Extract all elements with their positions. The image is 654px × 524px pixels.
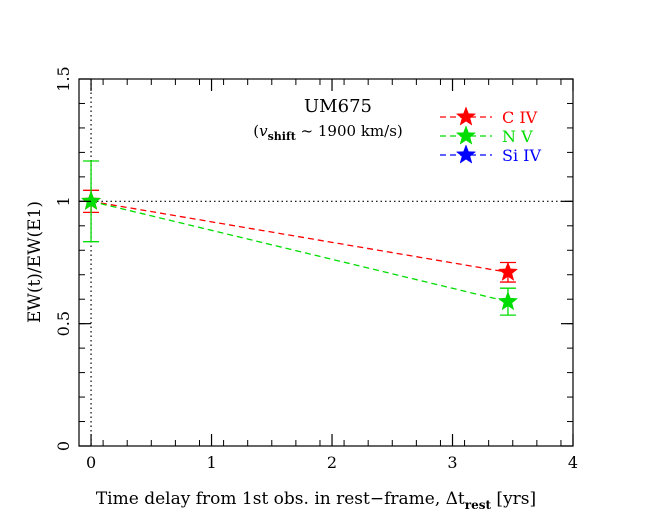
plot-frame <box>78 78 574 447</box>
chart-title: UM675 <box>304 96 372 117</box>
y-tick-label: 0.5 <box>54 311 73 336</box>
y-tick-label: 1.5 <box>54 66 73 91</box>
data-point-n-v <box>497 290 519 311</box>
x-tick-label: 1 <box>206 453 216 472</box>
reference-lines <box>79 79 573 446</box>
legend-marker-n-v <box>455 125 477 145</box>
series-line-n-v <box>90 200 509 303</box>
data-point-n-v <box>80 190 102 210</box>
data-point-c-iv <box>497 261 519 281</box>
x-tick-label: 0 <box>86 453 96 472</box>
x-axis-label: Time delay from 1st obs. in rest−frame, … <box>96 489 536 512</box>
series-line-c-iv <box>90 200 509 273</box>
legend-marker-c-iv <box>455 106 477 126</box>
axis-ticks: 0 1 2 3 4 0 0.5 1 1.5 <box>54 66 578 472</box>
y-tick-label: 1 <box>54 196 73 206</box>
legend-marker-si-iv <box>455 144 477 164</box>
series-layer <box>80 160 519 316</box>
legend: C IVN VSi IV <box>440 106 541 165</box>
legend-label-n-v: N V <box>502 127 533 146</box>
x-tick-label: 3 <box>447 453 457 472</box>
y-axis-label: EW(t)/EW(E1) <box>25 201 45 323</box>
legend-label-c-iv: C IV <box>502 108 538 127</box>
x-tick-label: 2 <box>327 453 337 472</box>
legend-label-si-iv: Si IV <box>502 146 541 165</box>
y-tick-label: 0 <box>54 441 73 451</box>
x-tick-label: 4 <box>568 453 578 472</box>
chart-subtitle: (vshift ~ 1900 km/s) <box>253 122 403 143</box>
